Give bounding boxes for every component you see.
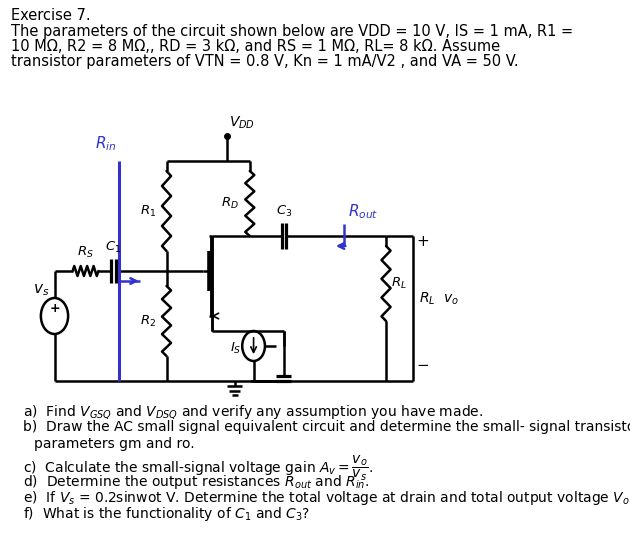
Text: $V_{DD}$: $V_{DD}$	[229, 115, 255, 131]
Text: +: +	[49, 302, 60, 316]
Text: −: −	[416, 359, 429, 374]
Text: $R_S$: $R_S$	[77, 245, 94, 260]
Text: c)  Calculate the small-signal voltage gain $A_v = \dfrac{v_o}{v_s}$.: c) Calculate the small-signal voltage ga…	[23, 454, 373, 483]
Text: 10 MΩ, R2 = 8 MΩ,, RD = 3 kΩ, and RS = 1 MΩ, RL= 8 kΩ. Assume: 10 MΩ, R2 = 8 MΩ,, RD = 3 kΩ, and RS = 1…	[11, 39, 500, 54]
Text: $C_3$: $C_3$	[276, 204, 292, 219]
Text: The parameters of the circuit shown below are VDD = 10 V, IS = 1 mA, R1 =: The parameters of the circuit shown belo…	[11, 24, 573, 39]
Text: e)  If $V_s$ = 0.2sinwot V. Determine the total voltage at drain and total outpu: e) If $V_s$ = 0.2sinwot V. Determine the…	[23, 489, 629, 507]
Text: $R_L\ \ v_o$: $R_L\ \ v_o$	[418, 290, 459, 307]
Text: $R_1$: $R_1$	[140, 203, 156, 219]
Text: $R_{out}$: $R_{out}$	[348, 202, 379, 221]
Text: parameters gm and ro.: parameters gm and ro.	[34, 437, 195, 451]
Text: $C_1$: $C_1$	[105, 240, 122, 255]
Text: d)  Determine the output resistances $R_{out}$ and $R_{in}$.: d) Determine the output resistances $R_{…	[23, 473, 369, 491]
Text: Exercise 7.: Exercise 7.	[11, 8, 90, 23]
Text: b)  Draw the AC small signal equivalent circuit and determine the small- signal : b) Draw the AC small signal equivalent c…	[23, 420, 630, 434]
Text: f)  What is the functionality of $C_1$ and $C_3$?: f) What is the functionality of $C_1$ an…	[23, 505, 310, 523]
Text: $R_D$: $R_D$	[221, 196, 239, 211]
Text: transistor parameters of VTN = 0.8 V, Kn = 1 mA/V2 , and VA = 50 V.: transistor parameters of VTN = 0.8 V, Kn…	[11, 54, 518, 69]
Text: $I_S$: $I_S$	[230, 341, 241, 355]
Text: +: +	[416, 234, 429, 249]
Text: $R_2$: $R_2$	[140, 314, 156, 328]
Text: $R_L$: $R_L$	[391, 276, 406, 291]
Text: $R_{in}$: $R_{in}$	[95, 134, 117, 153]
Text: a)  Find $V_{GSQ}$ and $V_{DSQ}$ and verify any assumption you have made.: a) Find $V_{GSQ}$ and $V_{DSQ}$ and veri…	[23, 403, 483, 421]
Text: $v_s$: $v_s$	[33, 282, 50, 298]
